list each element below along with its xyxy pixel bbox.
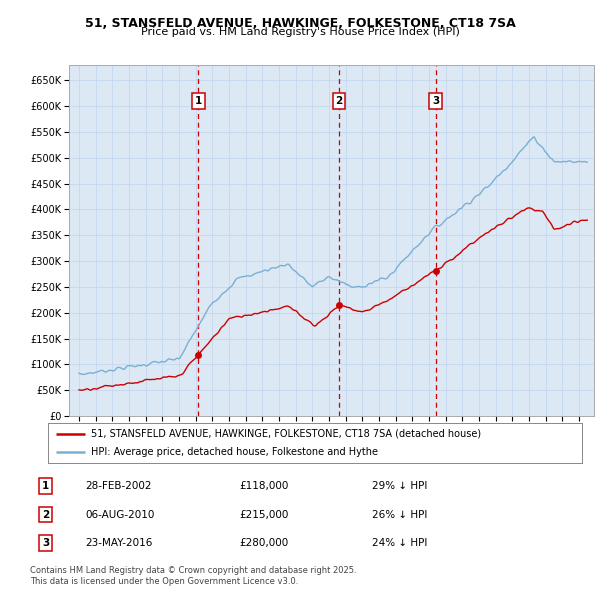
Text: 24% ↓ HPI: 24% ↓ HPI xyxy=(372,538,428,548)
Text: 2: 2 xyxy=(42,510,49,520)
Text: 51, STANSFELD AVENUE, HAWKINGE, FOLKESTONE, CT18 7SA: 51, STANSFELD AVENUE, HAWKINGE, FOLKESTO… xyxy=(85,17,515,30)
Text: 29% ↓ HPI: 29% ↓ HPI xyxy=(372,481,428,491)
Text: 06-AUG-2010: 06-AUG-2010 xyxy=(85,510,155,520)
Text: 23-MAY-2016: 23-MAY-2016 xyxy=(85,538,152,548)
Text: This data is licensed under the Open Government Licence v3.0.: This data is licensed under the Open Gov… xyxy=(30,577,298,586)
Text: 2: 2 xyxy=(335,96,343,106)
Text: 51, STANSFELD AVENUE, HAWKINGE, FOLKESTONE, CT18 7SA (detached house): 51, STANSFELD AVENUE, HAWKINGE, FOLKESTO… xyxy=(91,429,481,439)
Text: Contains HM Land Registry data © Crown copyright and database right 2025.: Contains HM Land Registry data © Crown c… xyxy=(30,566,356,575)
Text: £118,000: £118,000 xyxy=(240,481,289,491)
Text: £215,000: £215,000 xyxy=(240,510,289,520)
Text: 3: 3 xyxy=(42,538,49,548)
Text: £280,000: £280,000 xyxy=(240,538,289,548)
Text: 3: 3 xyxy=(432,96,439,106)
Text: Price paid vs. HM Land Registry's House Price Index (HPI): Price paid vs. HM Land Registry's House … xyxy=(140,27,460,37)
Text: 26% ↓ HPI: 26% ↓ HPI xyxy=(372,510,428,520)
Text: 1: 1 xyxy=(195,96,202,106)
Text: HPI: Average price, detached house, Folkestone and Hythe: HPI: Average price, detached house, Folk… xyxy=(91,447,378,457)
Text: 28-FEB-2002: 28-FEB-2002 xyxy=(85,481,152,491)
Text: 1: 1 xyxy=(42,481,49,491)
